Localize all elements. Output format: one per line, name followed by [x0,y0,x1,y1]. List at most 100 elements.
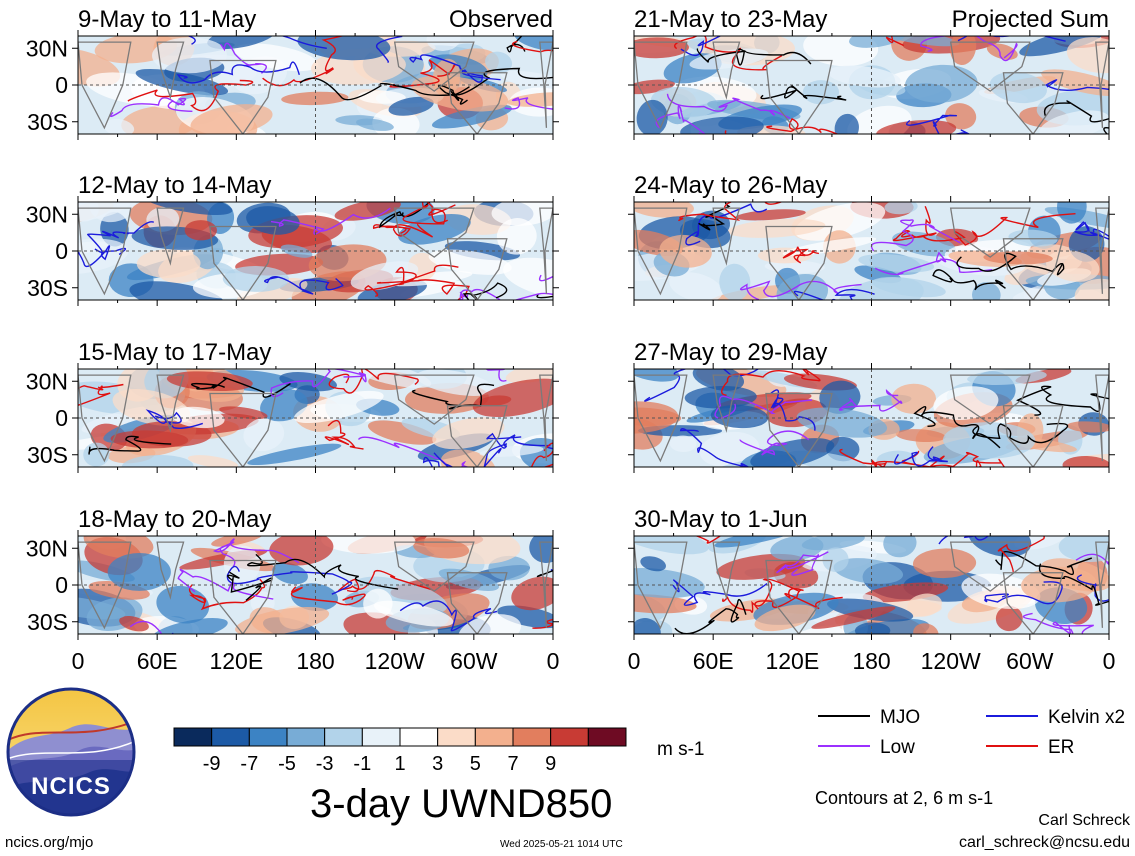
wind-anomaly-patch [986,43,1018,60]
coastline [446,572,508,634]
wind-anomaly-patch [837,277,924,300]
coastline [712,207,741,266]
wind-anomaly-patch [78,202,131,222]
wind-anomaly-patch [458,614,522,634]
wind-anomaly-patch [699,431,760,467]
coastline [539,541,553,628]
wind-anomaly-patch [1019,36,1106,57]
wind-anomaly-patch [356,118,394,131]
wave-contour [905,114,971,134]
wind-anomaly-patch [933,386,999,421]
panel-title: 18-May to 20-May [78,506,271,533]
panel-8: 30-May to 1-Jun [628,506,1115,640]
wind-anomaly-patch [634,202,694,218]
wave-contour [270,369,367,398]
wind-anomaly-patch [321,536,416,554]
x-tick-label: 0 [547,648,560,674]
panel-field [78,536,553,634]
wave-contour [770,389,816,431]
legend-label: MJO [880,707,920,728]
wind-anomaly-patch [811,606,896,629]
author-email[interactable]: carl_schreck@ncsu.edu [959,834,1130,851]
wave-contour [776,551,829,576]
wave-contour [246,553,399,590]
wind-anomaly-patch [1066,37,1109,74]
wind-anomaly-patch [416,369,494,396]
wave-contour [437,67,553,105]
panel-title: 15-May to 17-May [78,339,271,366]
coastline [634,207,688,296]
wave-contour [674,598,747,634]
wind-anomaly-patch [727,218,826,238]
colorbar-swatch [324,727,363,747]
site-url[interactable]: ncics.org/mjo [5,834,94,851]
y-tick-label: 30N [26,368,68,394]
wave-contour [1022,612,1094,634]
colorbar-label: 3 [432,753,443,775]
wave-contour [357,436,471,467]
wind-anomaly-patch [136,249,201,278]
wind-anomaly-patch [1039,110,1109,134]
panel-4: 30N 0 30S 18-May to 20-May [26,506,559,640]
coastline [393,374,475,425]
wave-contour [176,61,300,84]
logo-wordmark: NCICS [31,773,111,800]
legend-label: Kelvin x2 [1048,707,1125,728]
wave-contour [372,223,433,238]
wave-contour [1038,563,1109,606]
wave-contour [337,569,431,593]
wave-contour [721,369,821,396]
wave-contour [483,432,522,467]
wind-anomaly-patch [710,404,769,429]
wave-contour [88,435,172,455]
wind-anomaly-patch [794,202,886,241]
wind-anomaly-patch [972,282,1001,300]
coastline [949,207,1031,258]
wind-anomaly-patch [357,90,406,104]
wave-contour [177,568,274,600]
wave-contour [666,93,791,119]
colorbar-label: 9 [545,753,556,775]
coastline [634,374,688,463]
coastline [156,541,185,600]
wave-contour [422,452,454,467]
colorbar-swatch [550,727,589,747]
wave-contour [920,36,1018,62]
wave-contour [78,383,124,407]
wave-contour [893,446,948,467]
wind-anomaly-patch [967,369,1047,385]
wind-anomaly-patch [995,605,1023,632]
colorbar: -9 -7 -5 -3 -1 1 3 5 7 9 [173,727,627,775]
wind-anomaly-patch [529,536,553,563]
wind-anomaly-patch [291,583,339,611]
wind-anomaly-patch [237,277,308,300]
wind-anomaly-patch [514,36,553,51]
wind-anomaly-patch [293,390,384,424]
wind-anomaly-patch [634,618,661,634]
wind-anomaly-patch [874,36,960,47]
column-header: Observed [449,6,553,33]
wave-contour [793,288,875,300]
wave-contour [186,36,327,49]
wind-anomaly-patch [496,218,537,255]
colorbar-label: -5 [278,753,296,775]
wind-anomaly-patch [659,234,712,268]
wave-contour [264,276,344,295]
panel-6: 24-May to 26-May [628,172,1115,306]
timestamp: Wed 2025-05-21 1014 UTC [500,839,623,850]
y-tick-label: 30N [26,535,68,561]
wind-anomaly-patch [1062,456,1109,467]
wave-contour [375,36,403,63]
wind-anomaly-patch [367,420,437,445]
coastline [712,541,741,600]
x-tick-label: 60W [450,648,498,674]
wind-anomaly-patch [907,593,942,617]
wave-contour [324,419,364,450]
colorbar-label: -7 [240,753,258,775]
coastline [949,374,1031,425]
panel-3: 30N 0 30S 15-May to 17-May [26,339,559,473]
wind-anomaly-patch [491,202,553,226]
panel-title: 21-May to 23-May [634,6,827,33]
